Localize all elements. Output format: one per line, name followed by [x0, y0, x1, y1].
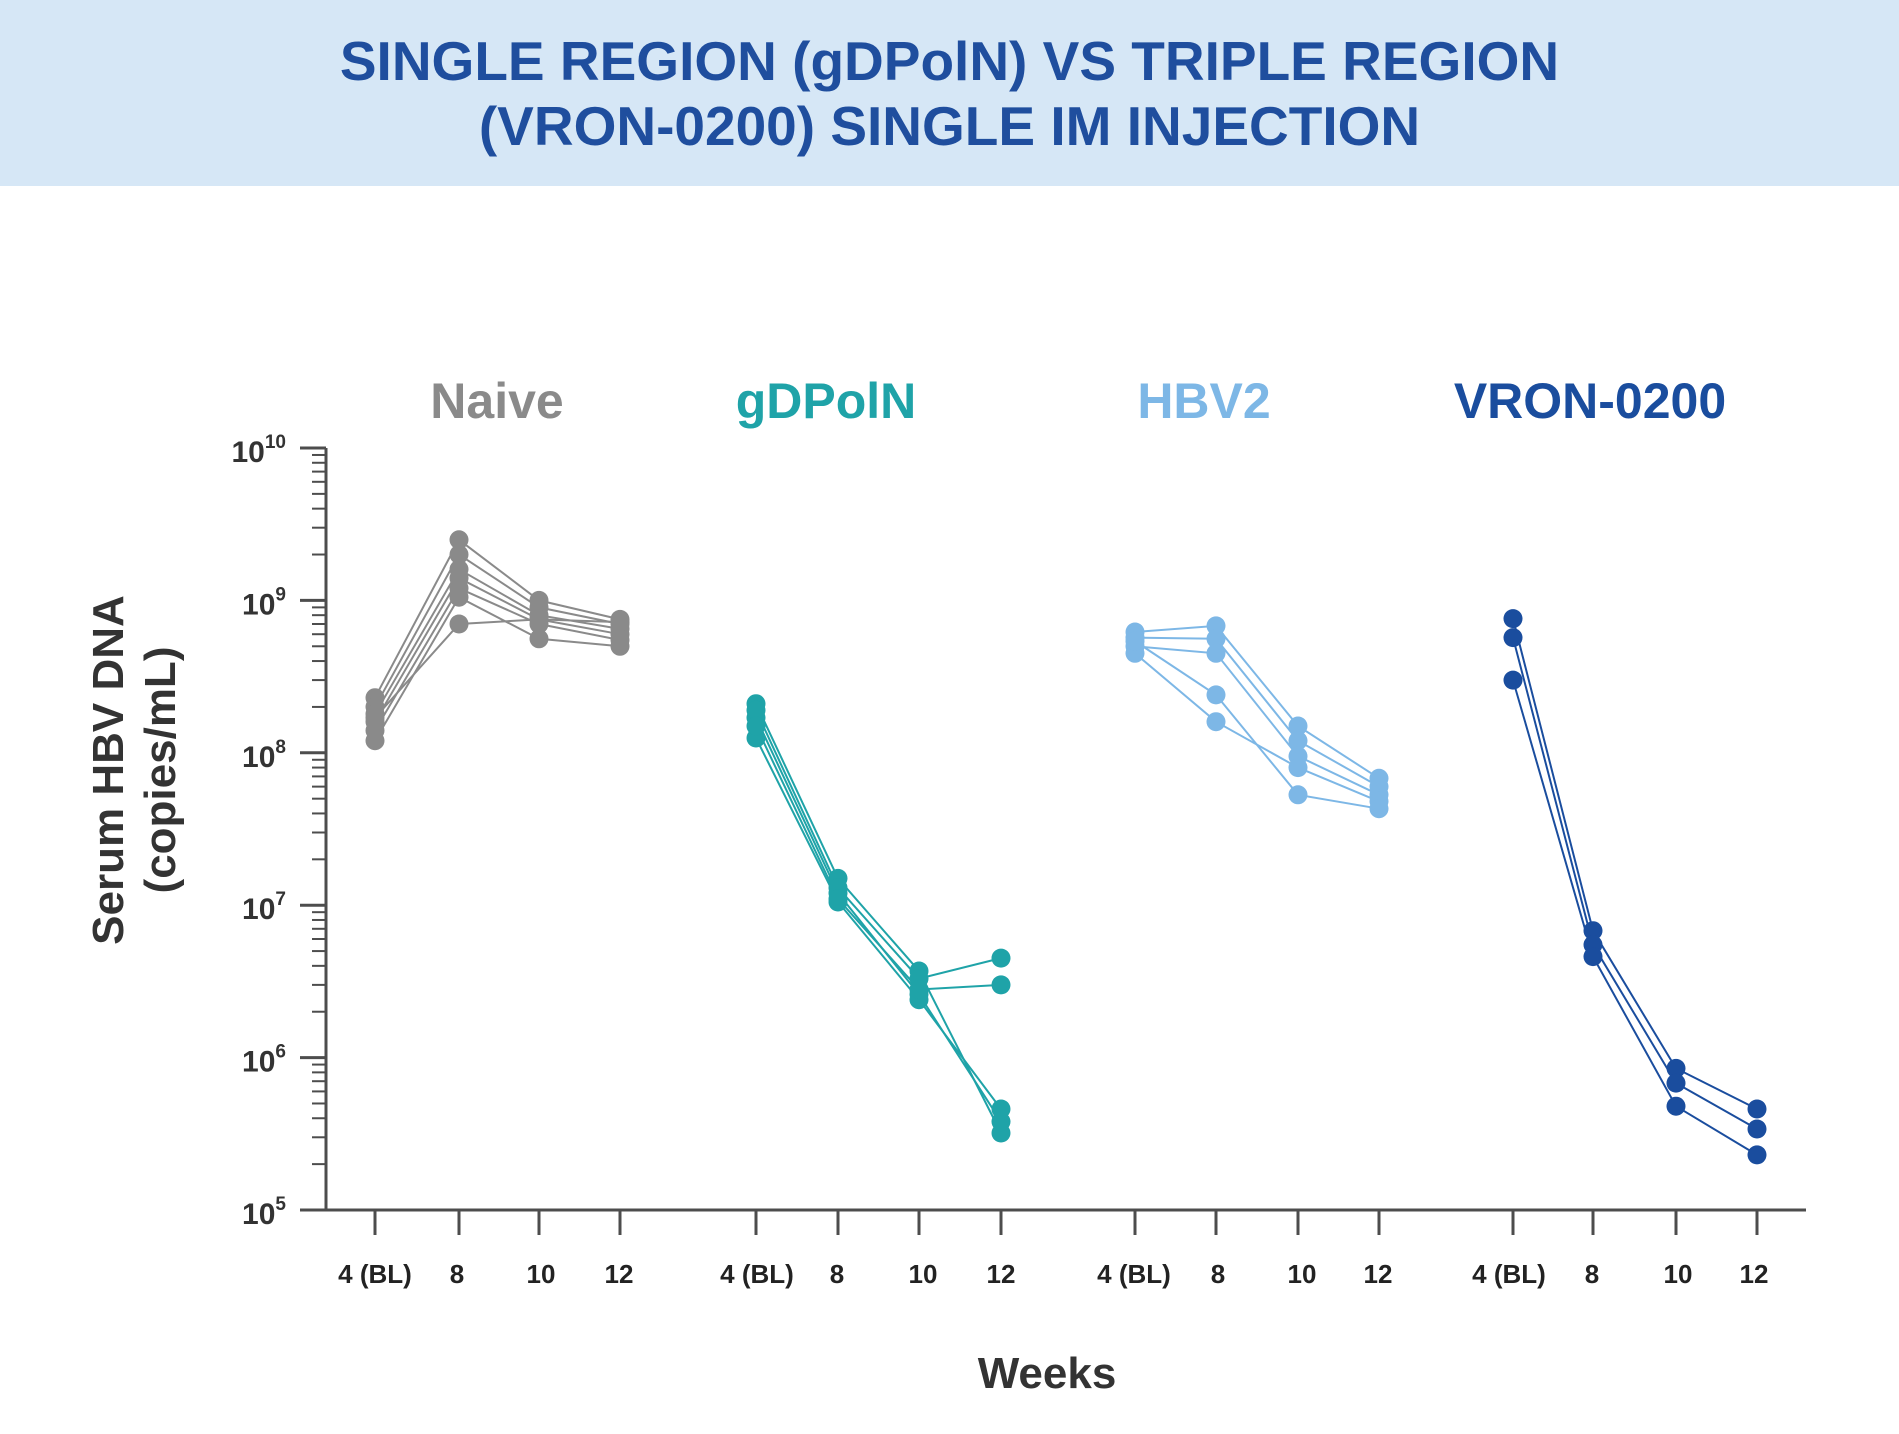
data-point	[449, 545, 469, 564]
y-axis-label: Serum HBV DNA(copies/mL)	[84, 595, 185, 945]
x-tick-label: 12	[605, 1259, 634, 1289]
data-point	[1125, 631, 1145, 651]
title-line-1: SINGLE REGION (gDPolN) VS TRIPLE REGION	[339, 30, 1560, 92]
group-label: HBV2	[1137, 373, 1270, 429]
data-point	[991, 975, 1011, 995]
y-tick-label: 105	[242, 1194, 286, 1231]
data-point	[1206, 643, 1226, 663]
data-point	[1747, 1145, 1767, 1165]
x-tick-label: 10	[1664, 1259, 1693, 1289]
data-point	[449, 614, 469, 634]
x-tick-label: 8	[450, 1259, 464, 1289]
x-tick-label: 12	[1740, 1259, 1769, 1289]
x-tick-label: 4 (BL)	[338, 1259, 412, 1289]
x-tick-label: 8	[830, 1259, 844, 1289]
data-point	[1747, 1119, 1767, 1139]
data-point	[365, 731, 385, 751]
data-point	[1206, 685, 1226, 705]
series-line	[755, 725, 1002, 991]
data-point	[1666, 1096, 1686, 1116]
x-tick-label: 8	[1585, 1259, 1599, 1289]
series-line	[374, 587, 621, 732]
series-line	[374, 553, 621, 708]
series-line	[1134, 636, 1380, 788]
series-line	[1512, 679, 1758, 1156]
data-point	[449, 530, 469, 550]
x-tick-label: 10	[527, 1259, 556, 1289]
data-point	[365, 708, 385, 728]
series-line	[374, 538, 621, 699]
header-banner: SINGLE REGION (gDPolN) VS TRIPLE REGION …	[0, 0, 1899, 186]
series-line	[374, 576, 621, 723]
data-point	[1583, 947, 1603, 967]
data-point	[1288, 731, 1308, 751]
data-point	[1206, 712, 1226, 732]
data-point	[991, 1099, 1011, 1119]
data-point	[449, 587, 469, 607]
data-point	[529, 629, 549, 649]
data-point	[746, 700, 766, 720]
x-tick-label: 10	[909, 1259, 938, 1289]
series-line	[1134, 645, 1380, 796]
data-point	[1369, 799, 1389, 819]
data-point	[1583, 921, 1603, 941]
y-tick-label: 107	[242, 889, 286, 926]
data-point	[1503, 670, 1523, 690]
x-tick-label: 12	[1364, 1259, 1393, 1289]
series-line	[1512, 637, 1758, 1130]
series-line	[755, 703, 1002, 1134]
data-point	[1503, 609, 1523, 629]
x-tick-label: 4 (BL)	[720, 1259, 794, 1289]
y-tick-label: 108	[242, 737, 286, 774]
data-point	[909, 980, 929, 999]
title-line-2: (VRON-0200) SINGLE IM INJECTION	[478, 95, 1421, 157]
data-point	[610, 636, 630, 656]
data-point	[1288, 785, 1308, 805]
x-axis-label: Weeks	[978, 1349, 1117, 1398]
data-point	[1666, 1058, 1686, 1078]
x-tick-label: 4 (BL)	[1472, 1259, 1546, 1289]
data-point	[1666, 1073, 1686, 1093]
y-tick-label: 1010	[231, 432, 286, 469]
series-line	[374, 595, 621, 742]
series-line	[1512, 618, 1758, 1110]
x-tick-label: 12	[987, 1259, 1016, 1289]
data-point	[1288, 758, 1308, 778]
data-point	[1503, 628, 1523, 648]
x-tick-label: 4 (BL)	[1097, 1259, 1171, 1289]
y-tick-label: 106	[242, 1042, 286, 1079]
data-point	[1288, 716, 1308, 736]
x-tick-label: 8	[1211, 1259, 1225, 1289]
data-point	[1747, 1099, 1767, 1119]
y-tick-label: 109	[242, 584, 286, 621]
data-point	[746, 716, 766, 736]
series-line	[755, 709, 1002, 980]
data-point	[529, 609, 549, 629]
series-line	[1134, 640, 1380, 810]
data-point	[991, 948, 1011, 968]
series-line	[374, 567, 621, 715]
x-tick-label: 10	[1288, 1259, 1317, 1289]
series-line	[755, 737, 1002, 1110]
data-point	[1206, 629, 1226, 649]
data-point	[610, 612, 630, 632]
group-label: gDPolN	[736, 373, 917, 429]
series-line	[374, 618, 621, 719]
series-line	[1134, 624, 1380, 780]
group-label: Naive	[430, 373, 563, 429]
group-label: VRON-0200	[1454, 373, 1726, 429]
data-point	[828, 889, 848, 909]
